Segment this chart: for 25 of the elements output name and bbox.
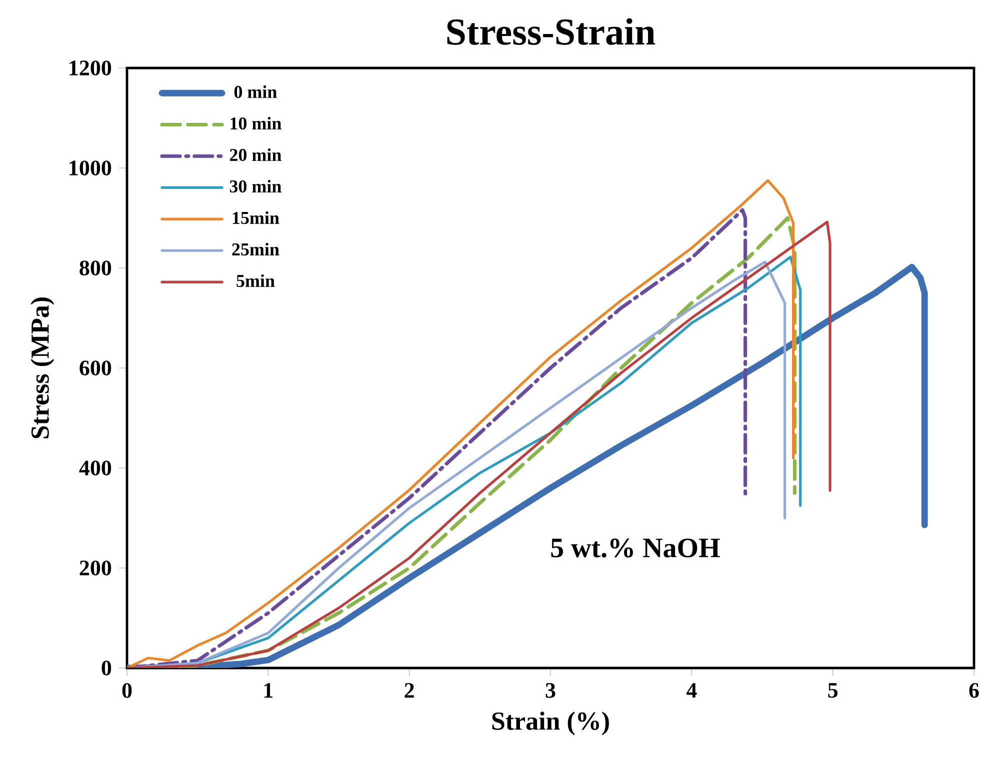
legend-label: 5min <box>236 274 275 288</box>
x-tick-label: 5 <box>828 683 838 698</box>
y-tick-label: 800 <box>80 260 112 276</box>
y-tick-label: 200 <box>80 560 112 576</box>
x-tick-label: 1 <box>264 683 273 698</box>
x-axis-title: Strain (%) <box>492 712 609 736</box>
y-tick-label: 600 <box>80 360 112 376</box>
legend-label: 15min <box>232 211 280 224</box>
y-tick-label: 0 <box>102 660 112 676</box>
x-tick-label: 0 <box>122 683 132 698</box>
y-tick-label: 1200 <box>70 60 112 76</box>
legend-label: 20 min <box>230 148 282 162</box>
y-tick-label: 1000 <box>70 160 112 176</box>
annotation: 5 wt.% NaOH <box>551 538 720 558</box>
x-tick-label: 2 <box>404 683 414 698</box>
x-tick-label: 3 <box>546 683 556 698</box>
legend-label: 0 min <box>234 85 277 98</box>
y-tick-label: 400 <box>79 460 112 476</box>
chart-title: Stress-Strain <box>447 18 656 45</box>
y-axis-title: Stress (MPa) <box>30 298 54 438</box>
legend-label: 30 min <box>230 180 282 193</box>
legend-label: 25min <box>232 242 280 256</box>
x-tick-label: 6 <box>969 683 979 698</box>
legend-label: 10 min <box>230 116 282 130</box>
x-tick-label: 4 <box>686 683 697 698</box>
